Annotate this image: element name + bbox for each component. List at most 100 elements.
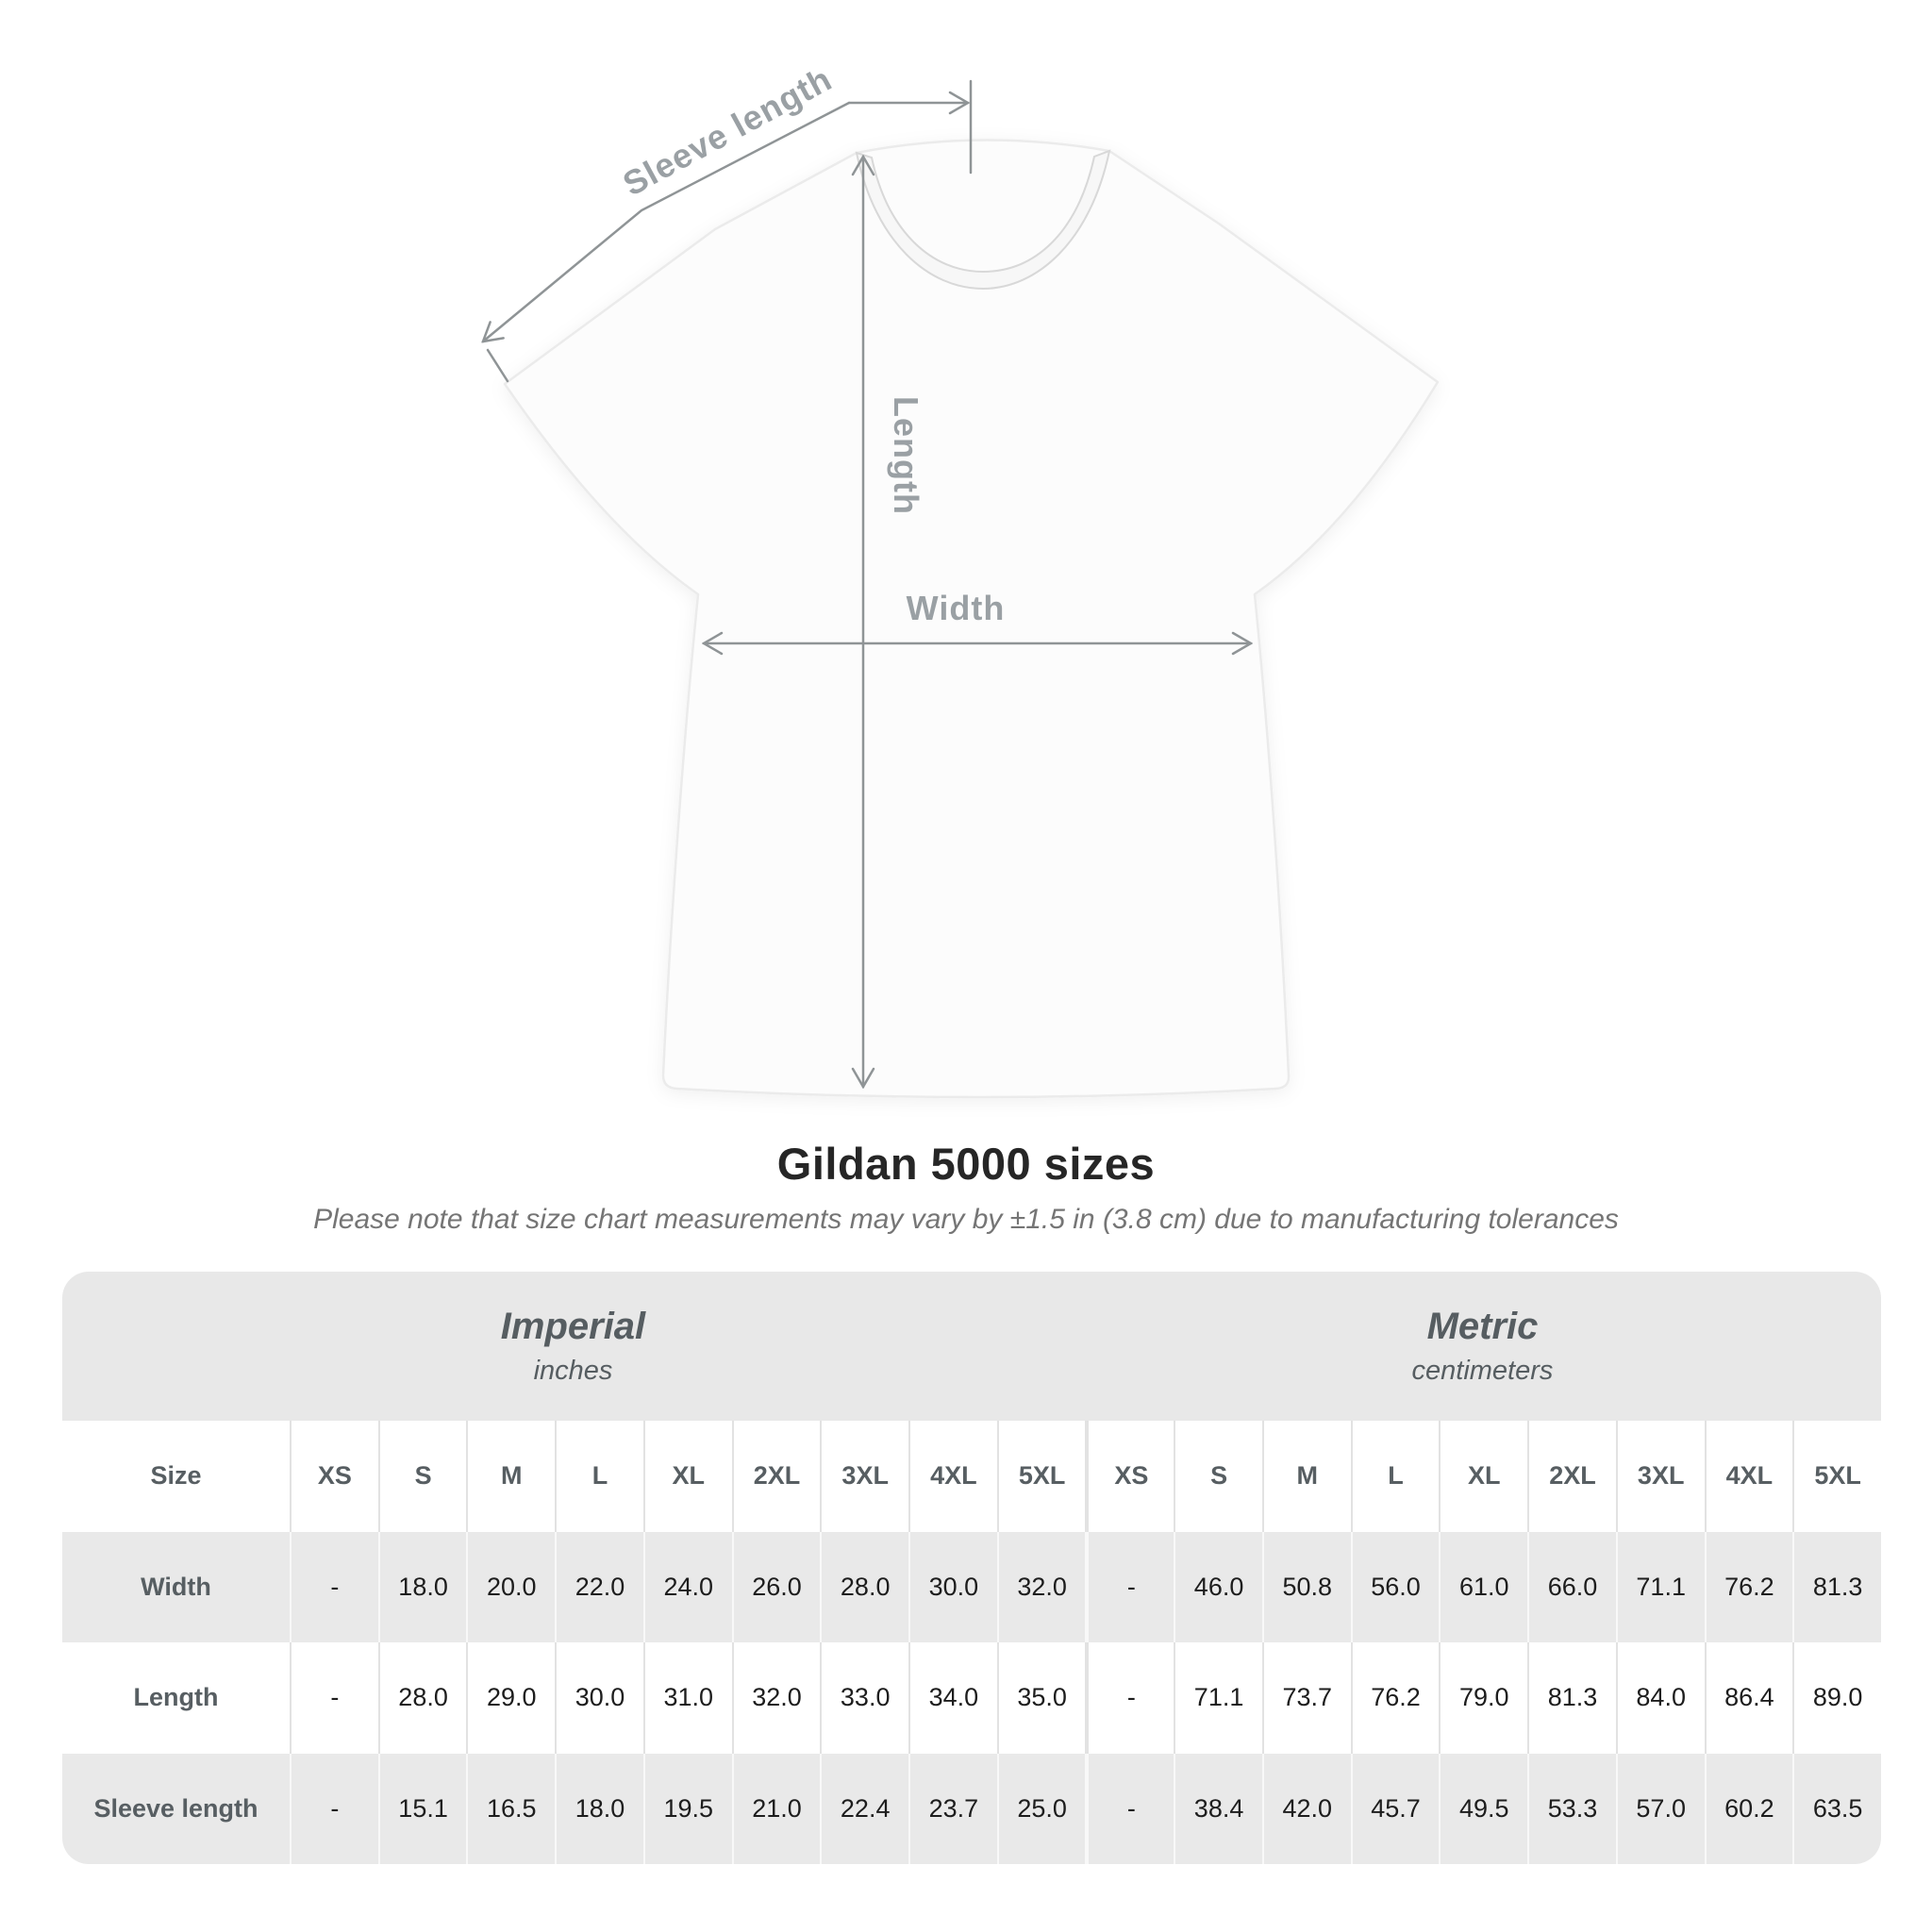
table-cell: 56.0 bbox=[1350, 1531, 1440, 1642]
imperial-group-label: Imperial bbox=[500, 1306, 646, 1347]
table-cell: 32.0 bbox=[731, 1642, 821, 1754]
column-header-metric-4xl: 4XL bbox=[1704, 1421, 1793, 1532]
sleeve-diagonal-line bbox=[483, 101, 851, 341]
column-header-metric-xl: XL bbox=[1439, 1421, 1527, 1532]
column-header-imperial-5xl: 5XL bbox=[996, 1421, 1086, 1532]
table-row-length: Length -28.0 29.0 30.0 31.0 32.0 33.0 34.0 35.0-… bbox=[62, 1642, 1881, 1754]
tshirt-graphic bbox=[503, 139, 1440, 1099]
table-row-sleeve-length: Sleeve length -15.1 16.5 18.0 19.5 21.0 22.4 23… bbox=[62, 1753, 1881, 1864]
table-cell: 63.5 bbox=[1792, 1753, 1881, 1864]
table-cell: 30.0 bbox=[555, 1642, 643, 1754]
tshirt-body bbox=[503, 139, 1440, 1099]
column-header-imperial-4xl: 4XL bbox=[908, 1421, 997, 1532]
table-cell: 81.3 bbox=[1527, 1642, 1616, 1754]
table-cell: 89.0 bbox=[1792, 1642, 1881, 1754]
table-cell: 61.0 bbox=[1439, 1531, 1527, 1642]
table-cell: 60.2 bbox=[1704, 1753, 1793, 1864]
column-header-imperial-3xl: 3XL bbox=[820, 1421, 908, 1532]
table-cell: 29.0 bbox=[466, 1642, 555, 1754]
sleeve-extension-line bbox=[486, 348, 509, 383]
table-cell: 33.0 bbox=[820, 1642, 908, 1754]
table-cell: 24.0 bbox=[642, 1531, 732, 1642]
imperial-unit-label: inches bbox=[533, 1356, 613, 1386]
table-cell: 71.1 bbox=[1174, 1642, 1262, 1754]
table-cell: 16.5 bbox=[466, 1753, 555, 1864]
table-cell: 73.7 bbox=[1261, 1642, 1351, 1754]
page-title: Gildan 5000 sizes bbox=[776, 1139, 1156, 1189]
table-cell: 57.0 bbox=[1615, 1753, 1705, 1864]
unit-group-metric: Metric centimeters bbox=[1084, 1272, 1881, 1421]
width-dimension-label: Width bbox=[907, 589, 1006, 627]
tolerance-note: Please note that size chart measurements… bbox=[313, 1204, 1619, 1235]
size-table: Imperial inches Metric centimeters Size X… bbox=[62, 1272, 1881, 1864]
table-cell: 28.0 bbox=[820, 1531, 908, 1642]
table-cell: - bbox=[290, 1642, 378, 1754]
table-row-width: Width -18.0 20.0 22.0 24.0 26.0 28.0 30.0 32.0-4… bbox=[62, 1531, 1881, 1642]
unit-band: Imperial inches Metric centimeters bbox=[62, 1272, 1881, 1421]
column-header-imperial-s: S bbox=[377, 1421, 467, 1532]
length-dimension-label: Length bbox=[887, 396, 925, 515]
column-header-imperial-m: M bbox=[466, 1421, 555, 1532]
table-cell: 79.0 bbox=[1439, 1642, 1527, 1754]
column-header-metric-xs: XS bbox=[1085, 1421, 1174, 1532]
table-cell: 20.0 bbox=[466, 1531, 555, 1642]
table-cell: 30.0 bbox=[908, 1531, 997, 1642]
table-cell: 49.5 bbox=[1439, 1753, 1527, 1864]
table-cell: 15.1 bbox=[377, 1753, 467, 1864]
table-cell: 71.1 bbox=[1615, 1531, 1705, 1642]
table-cell: 22.4 bbox=[820, 1753, 908, 1864]
table-cell: 53.3 bbox=[1527, 1753, 1616, 1864]
row-label: Sleeve length bbox=[93, 1793, 258, 1823]
column-header-metric-5xl: 5XL bbox=[1792, 1421, 1881, 1532]
column-header-imperial-xs: XS bbox=[290, 1421, 378, 1532]
table-cell: 22.0 bbox=[555, 1531, 643, 1642]
column-header-metric-m: M bbox=[1261, 1421, 1351, 1532]
row-label: Width bbox=[141, 1572, 211, 1601]
table-cell: 46.0 bbox=[1174, 1531, 1262, 1642]
table-cell: 32.0 bbox=[996, 1531, 1086, 1642]
row-label: Length bbox=[133, 1683, 219, 1712]
tshirt-measurement-diagram: Sleeve length Length Width bbox=[0, 59, 1440, 1099]
table-cell: 21.0 bbox=[731, 1753, 821, 1864]
table-cell: 42.0 bbox=[1261, 1753, 1351, 1864]
table-cell: 66.0 bbox=[1527, 1531, 1616, 1642]
column-header-metric-l: L bbox=[1350, 1421, 1440, 1532]
size-column-header: Size bbox=[150, 1461, 202, 1491]
table-cell: 45.7 bbox=[1350, 1753, 1440, 1864]
table-cell: 34.0 bbox=[908, 1642, 997, 1754]
dimension-lines bbox=[483, 79, 1251, 1087]
table-cell: 23.7 bbox=[908, 1753, 997, 1864]
tshirt-collar bbox=[855, 149, 1111, 291]
table-cell: 35.0 bbox=[996, 1642, 1086, 1754]
table-cell: 76.2 bbox=[1350, 1642, 1440, 1754]
table-cell: 25.0 bbox=[996, 1753, 1086, 1864]
table-cell: 31.0 bbox=[642, 1642, 732, 1754]
column-header-metric-3xl: 3XL bbox=[1615, 1421, 1705, 1532]
column-header-metric-2xl: 2XL bbox=[1527, 1421, 1616, 1532]
table-cell: 28.0 bbox=[377, 1642, 467, 1754]
table-cell: 19.5 bbox=[642, 1753, 732, 1864]
column-header-imperial-xl: XL bbox=[642, 1421, 732, 1532]
table-cell: 86.4 bbox=[1704, 1642, 1793, 1754]
column-header-imperial-2xl: 2XL bbox=[731, 1421, 821, 1532]
tshirt-diagram-svg: Sleeve length Length Width bbox=[0, 59, 1440, 1099]
table-cell: 18.0 bbox=[377, 1531, 467, 1642]
table-cell: 38.4 bbox=[1174, 1753, 1262, 1864]
table-cell: - bbox=[1085, 1753, 1174, 1864]
unit-group-imperial: Imperial inches bbox=[62, 1272, 1084, 1421]
table-cell: 18.0 bbox=[555, 1753, 643, 1864]
metric-unit-label: centimeters bbox=[1411, 1356, 1554, 1386]
table-cell: 26.0 bbox=[731, 1531, 821, 1642]
table-cell: 84.0 bbox=[1615, 1642, 1705, 1754]
table-cell: - bbox=[1085, 1642, 1174, 1754]
table-cell: 50.8 bbox=[1261, 1531, 1351, 1642]
column-header-imperial-l: L bbox=[555, 1421, 643, 1532]
table-cell: - bbox=[290, 1531, 378, 1642]
table-cell: 76.2 bbox=[1704, 1531, 1793, 1642]
size-header-row: Size XS S M L XL 2XL 3XL 4XL 5XL XS S M L XL 2XL 3XL 4XL 5… bbox=[62, 1421, 1881, 1532]
metric-group-label: Metric bbox=[1426, 1306, 1539, 1347]
table-cell: - bbox=[1085, 1531, 1174, 1642]
column-header-metric-s: S bbox=[1174, 1421, 1262, 1532]
table-cell: 81.3 bbox=[1792, 1531, 1881, 1642]
table-cell: - bbox=[290, 1753, 378, 1864]
